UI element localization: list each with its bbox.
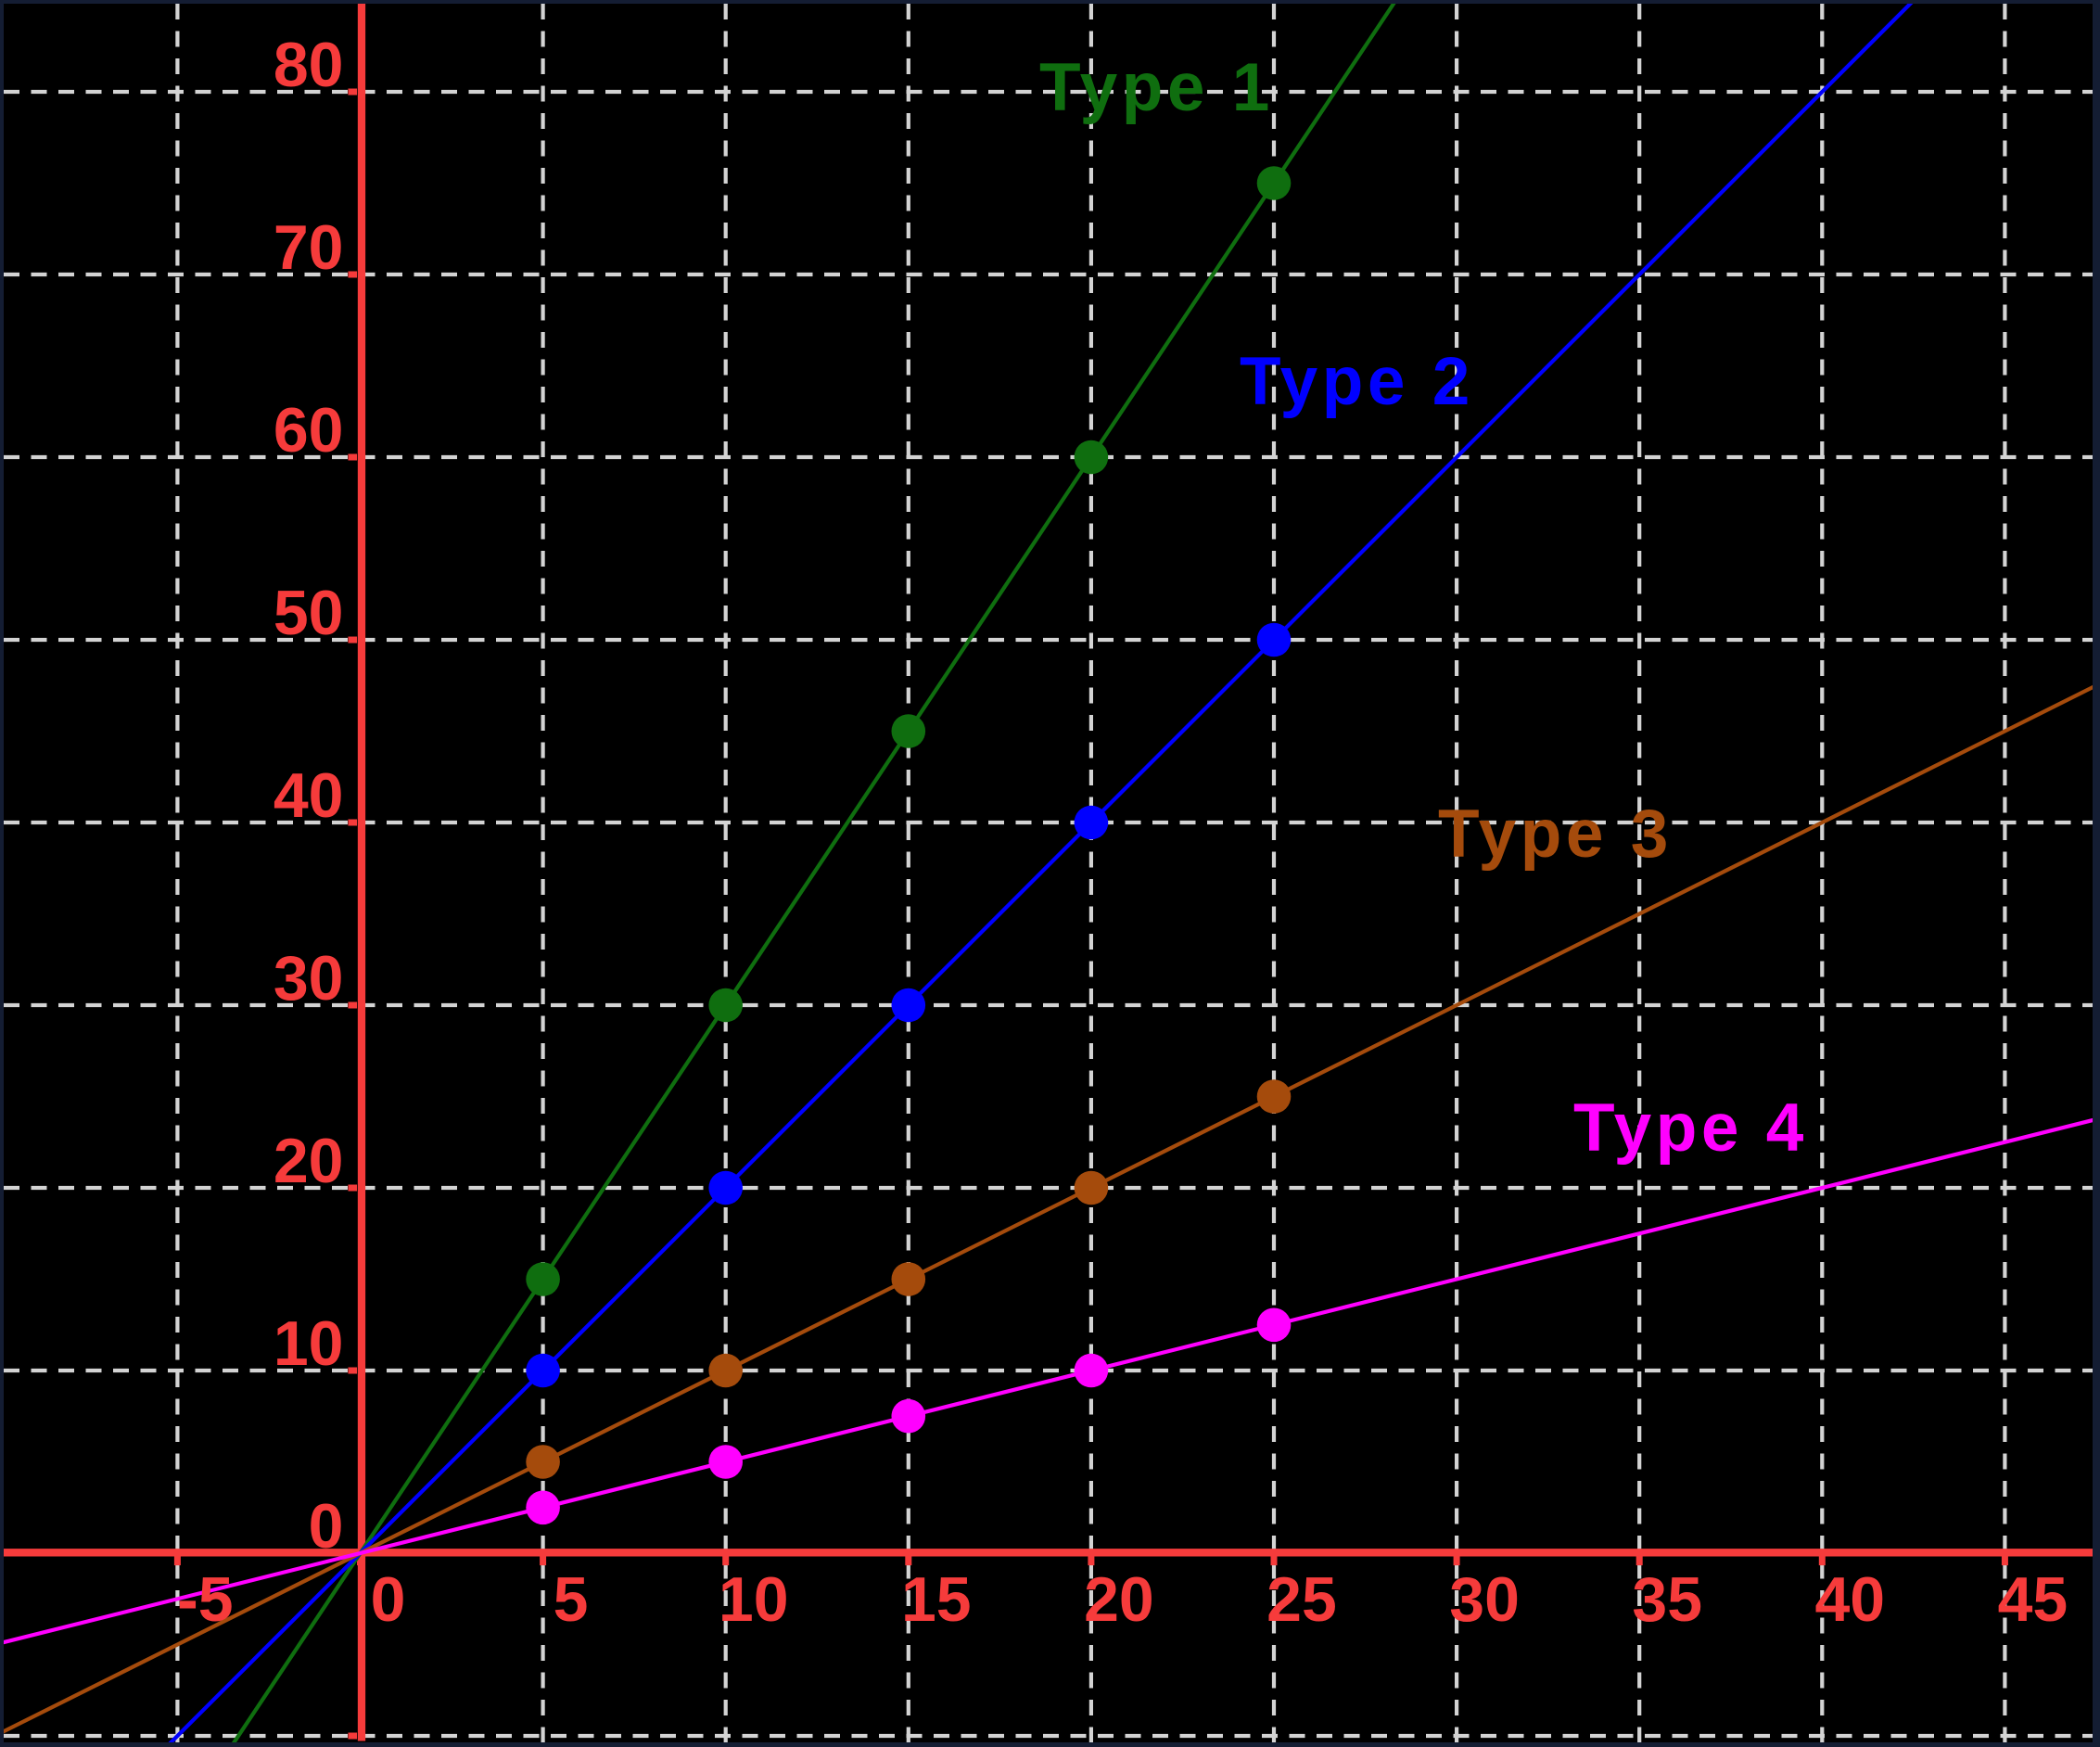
svg-text:5: 5 xyxy=(554,1564,589,1635)
svg-text:0: 0 xyxy=(371,1564,406,1635)
svg-text:Type 3: Type 3 xyxy=(1438,797,1673,872)
svg-text:30: 30 xyxy=(1449,1564,1520,1635)
svg-text:Type 1: Type 1 xyxy=(1039,50,1274,125)
svg-text:20: 20 xyxy=(274,1126,344,1196)
svg-text:45: 45 xyxy=(1998,1564,2068,1635)
svg-text:20: 20 xyxy=(1084,1564,1154,1635)
svg-text:30: 30 xyxy=(274,943,344,1014)
svg-text:Type 4: Type 4 xyxy=(1573,1090,1808,1166)
svg-text:-5: -5 xyxy=(177,1564,233,1635)
svg-text:Type 2: Type 2 xyxy=(1240,344,1474,419)
svg-text:35: 35 xyxy=(1632,1564,1702,1635)
svg-text:0: 0 xyxy=(309,1491,344,1562)
svg-text:60: 60 xyxy=(274,395,344,465)
svg-text:40: 40 xyxy=(274,760,344,831)
svg-text:70: 70 xyxy=(274,212,344,283)
svg-text:10: 10 xyxy=(719,1564,789,1635)
svg-text:50: 50 xyxy=(274,578,344,648)
svg-text:40: 40 xyxy=(1814,1564,1885,1635)
svg-text:80: 80 xyxy=(274,30,344,100)
svg-text:10: 10 xyxy=(274,1308,344,1379)
svg-text:15: 15 xyxy=(901,1564,972,1635)
svg-text:25: 25 xyxy=(1266,1564,1337,1635)
